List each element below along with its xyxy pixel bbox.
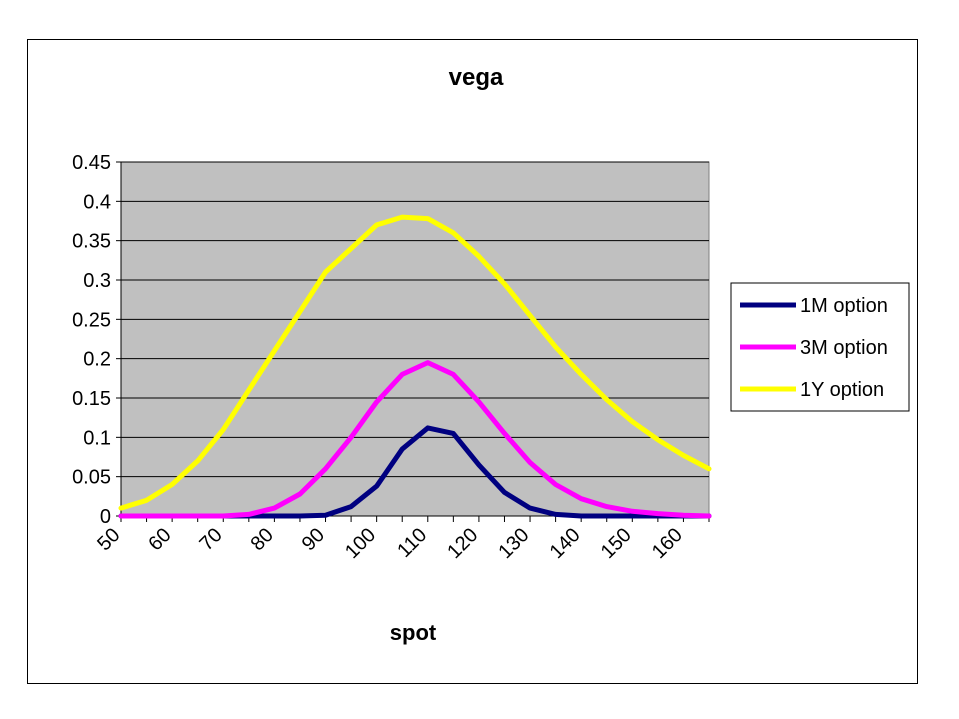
vega-line-chart: vega 0 0.05 0.1 0.15 0.2 0.25 0.3 0.35 0.4 0.45 5…	[72, 64, 910, 645]
x-tick-label: 80	[247, 524, 278, 555]
series-lines	[118, 214, 712, 519]
y-tick-label: 0.1	[83, 427, 111, 449]
y-tick-label: 0.3	[83, 270, 111, 292]
x-tick-label: 90	[298, 524, 329, 555]
chart-title: vega	[449, 64, 504, 91]
y-axis-ticks: 0 0.05 0.1 0.15 0.2 0.25 0.3 0.35 0.4 0.45	[72, 152, 121, 528]
x-axis-ticks: 50 60 70 80 90 100 110 120 130 140 150 160	[93, 516, 710, 563]
series-line-3m-option	[118, 360, 712, 519]
y-tick-label: 0.25	[72, 309, 111, 331]
y-tick-label: 0.45	[72, 152, 111, 174]
x-tick-label: 160	[648, 524, 687, 563]
legend-label: 1Y option	[800, 379, 884, 401]
legend-label: 1M option	[800, 295, 888, 317]
y-tick-label: 0.4	[83, 191, 111, 213]
x-tick-label: 70	[196, 524, 227, 555]
x-tick-label: 120	[443, 524, 482, 563]
legend: 1M option 3M option 1Y option	[730, 282, 910, 412]
x-tick-label: 140	[546, 524, 585, 563]
y-tick-label: 0.2	[83, 349, 111, 371]
x-tick-label: 110	[393, 524, 431, 562]
x-tick-label: 100	[341, 524, 380, 563]
chart-area: vega 0 0.05 0.1 0.15 0.2 0.25 0.3 0.35 0.4 0.45 5…	[27, 39, 918, 684]
y-tick-label: 0.15	[72, 388, 111, 410]
y-tick-label: 0.05	[72, 467, 111, 489]
y-tick-label: 0	[100, 506, 111, 528]
plot-area	[120, 161, 710, 517]
x-tick-label: 150	[597, 524, 636, 563]
x-tick-label: 60	[144, 524, 175, 555]
series-line-1y-option	[118, 214, 712, 511]
legend-label: 3M option	[800, 337, 888, 359]
y-tick-label: 0.35	[72, 231, 111, 253]
x-tick-label: 130	[494, 524, 533, 563]
x-axis-label: spot	[390, 620, 437, 645]
x-tick-label: 50	[93, 524, 124, 555]
